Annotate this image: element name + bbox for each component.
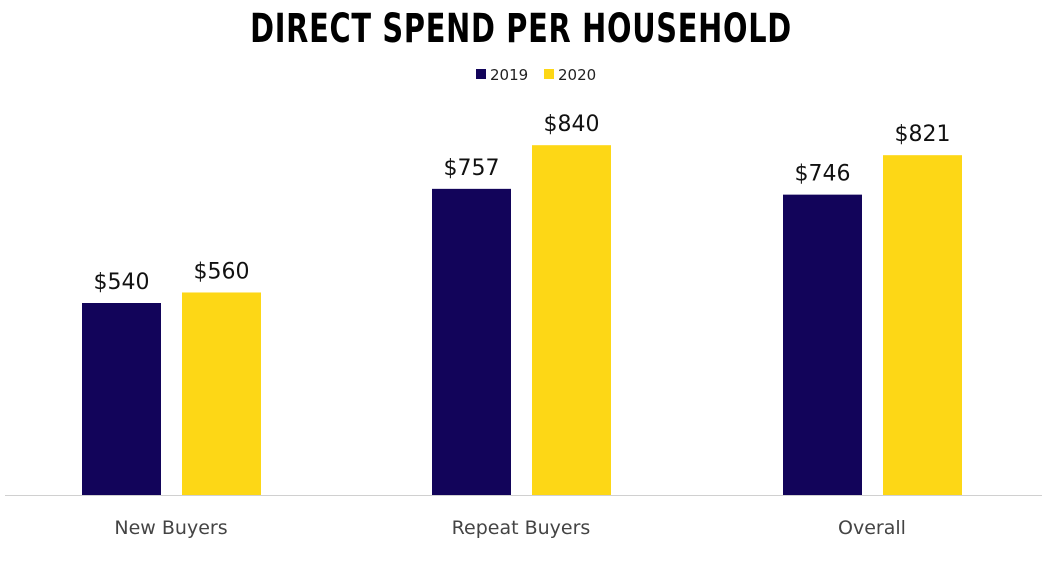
bar-2020-2: [883, 155, 962, 496]
legend-label: 2019: [490, 66, 528, 84]
data-label: $821: [895, 122, 951, 147]
chart-title: DIRECT SPEND PER HOUSEHOLD: [250, 6, 792, 52]
legend-swatch-2020: [544, 69, 554, 79]
bar-2019-2: [783, 194, 862, 495]
data-label: $540: [94, 270, 150, 295]
data-label: $560: [194, 259, 250, 284]
bar-2020-0: [182, 292, 261, 495]
x-tick-label: Overall: [838, 517, 906, 539]
bar-2019-1: [432, 188, 511, 495]
bar-2020-1: [532, 145, 611, 496]
legend-label: 2020: [558, 66, 596, 84]
legend-swatch-2019: [476, 69, 486, 79]
data-label: $757: [444, 156, 500, 181]
x-tick-label: New Buyers: [114, 517, 227, 539]
x-tick-label: Repeat Buyers: [452, 517, 591, 539]
data-label: $840: [544, 112, 600, 137]
data-label: $746: [795, 162, 851, 187]
bar-2019-0: [82, 303, 161, 495]
